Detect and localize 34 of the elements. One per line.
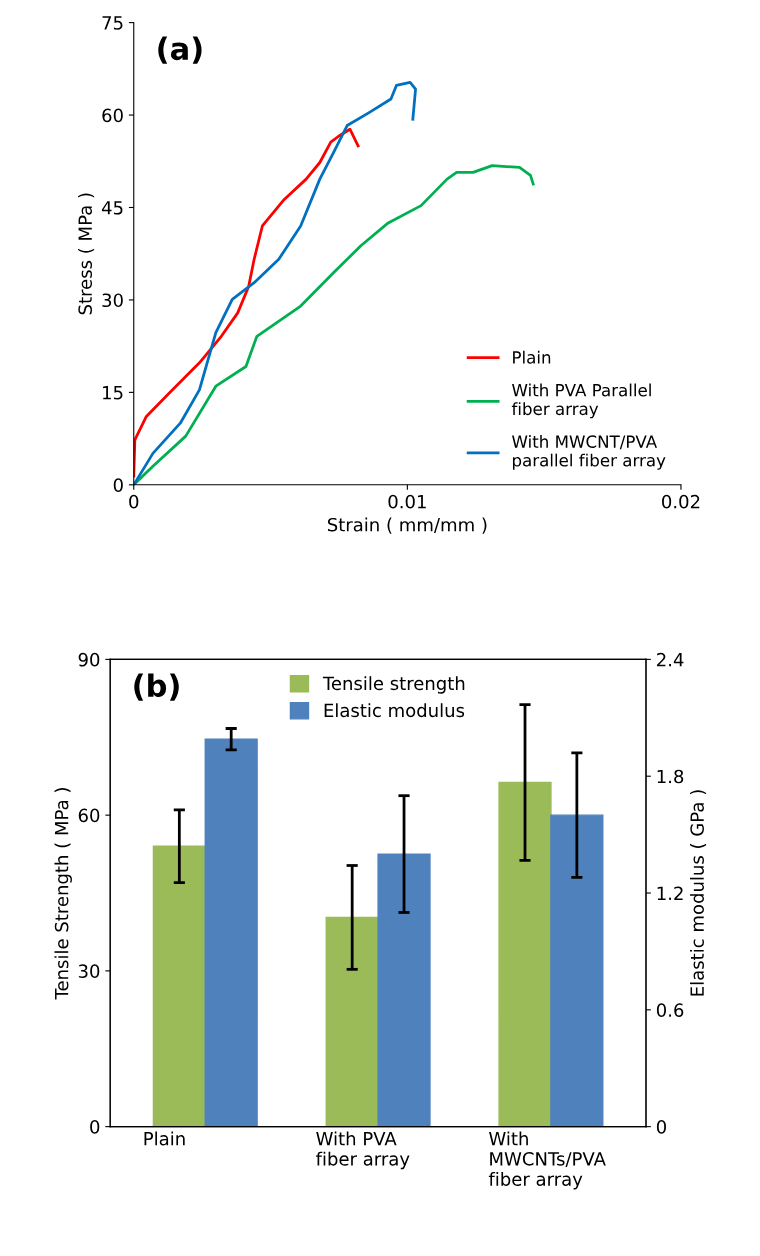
y2-tick-label: 0: [656, 1120, 667, 1134]
legend-label: Tensile strength: [322, 676, 465, 694]
y2-axis-title: Elastic modulus ( GPa ): [689, 790, 707, 996]
y-tick-label: 75: [102, 16, 123, 30]
x-tick-label: 0.02: [662, 494, 700, 509]
x-tick-label: With MWCNTs/PVA fiber array: [488, 1131, 606, 1190]
annotation: (b): [134, 673, 179, 701]
x-tick-label: With PVA fiber array: [316, 1131, 410, 1170]
line-series: [133, 127, 360, 478]
y-tick-label: 0: [90, 1120, 100, 1134]
y-tick-label: 60: [102, 108, 123, 123]
y2-tick-label: 0.6: [656, 1003, 684, 1017]
legend-label: With MWCNT/PVA parallel fiber array: [512, 435, 666, 470]
y2-tick-label: 1.8: [657, 769, 684, 784]
legend-label: Plain: [513, 350, 551, 364]
y2-tick-label: 2.4: [657, 652, 684, 667]
y-tick-label: 30: [78, 964, 100, 978]
legend-label: With PVA Parallel fiber array: [511, 383, 651, 419]
legend-label: Elastic modulus: [324, 703, 465, 718]
y-axis-title: Stress ( MPa ): [78, 193, 95, 315]
y-tick-label: 15: [103, 386, 123, 400]
y-tick-label: 0: [113, 478, 123, 492]
y-tick-label: 30: [102, 293, 123, 308]
x-axis-title: Strain ( mm/mm ): [327, 517, 487, 534]
y-tick-label: 60: [78, 808, 100, 823]
x-tick-label: 0: [129, 494, 139, 509]
x-tick-label: Plain: [144, 1131, 185, 1146]
x-tick-label: 0.01: [388, 494, 426, 509]
y-axis-title: Tensile Strength ( MPa ): [54, 788, 72, 1000]
y-tick-label: 45: [101, 201, 123, 215]
line-series: [133, 81, 417, 485]
y-tick-label: 90: [78, 652, 100, 667]
y2-tick-label: 1.2: [657, 886, 683, 900]
annotation: (a): [158, 36, 202, 64]
